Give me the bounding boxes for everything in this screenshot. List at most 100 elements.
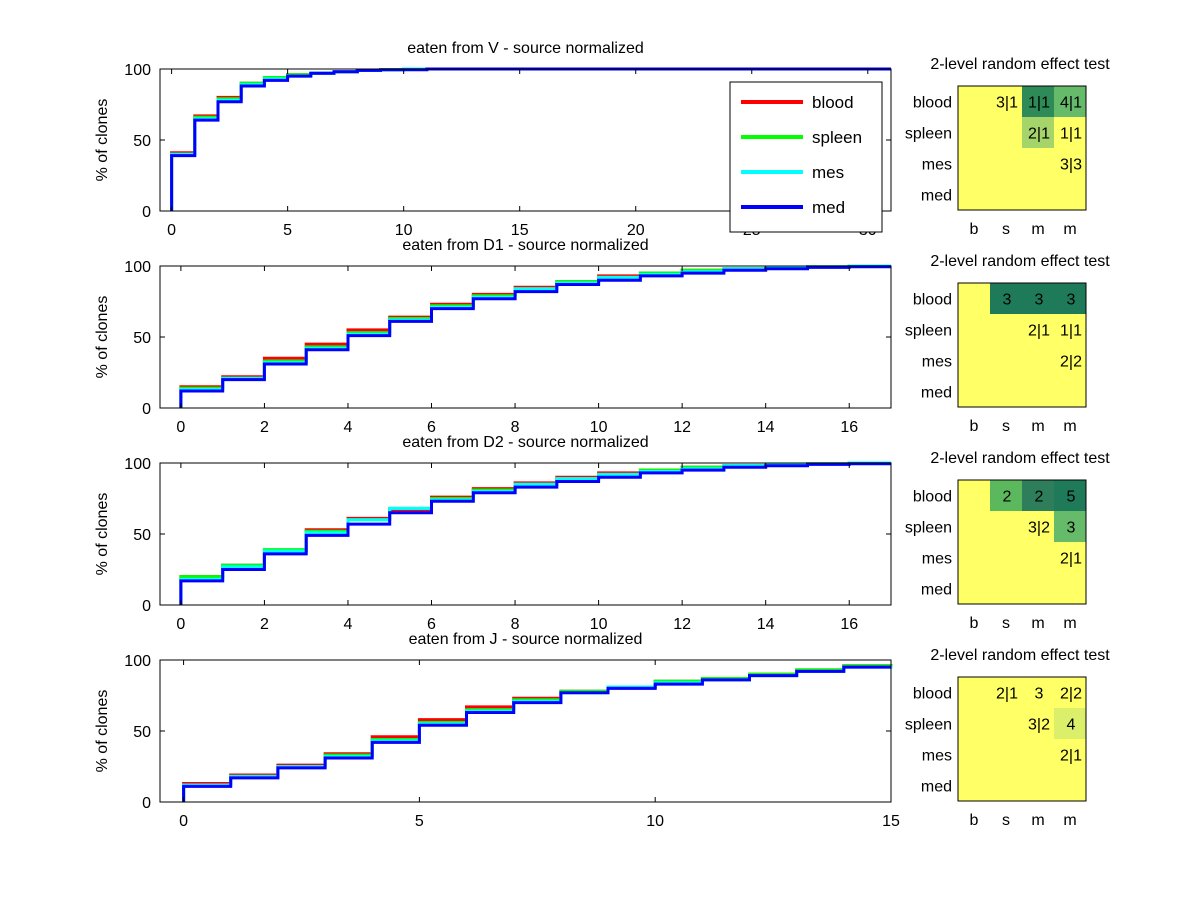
x-tick-label: 2 [260, 616, 269, 633]
matrix-cell-label: 3|2 [1028, 717, 1050, 734]
matrix-col-label: m [1063, 812, 1076, 829]
x-tick-label: 5 [283, 222, 292, 239]
matrix-cell [990, 179, 1023, 211]
y-tick-label: 50 [133, 133, 151, 150]
matrix-title: 2-level random effect test [930, 647, 1110, 664]
matrix-title: 2-level random effect test [930, 450, 1110, 467]
matrix-cell [1022, 573, 1055, 605]
matrix-cell [958, 283, 991, 315]
matrix-title: 2-level random effect test [930, 253, 1110, 270]
chart-title: eaten from J - source normalized [409, 631, 643, 648]
matrix-cell [990, 542, 1023, 574]
x-tick-label: 15 [882, 813, 900, 830]
matrix-cell [990, 573, 1023, 605]
matrix-cell-label: 2|1 [1060, 748, 1082, 765]
matrix-cell [1054, 573, 1087, 605]
matrix-cell [1022, 542, 1055, 574]
matrix-cell [958, 148, 991, 180]
y-tick-label: 0 [142, 204, 151, 221]
matrix-cell [1022, 117, 1055, 149]
x-tick-label: 10 [646, 813, 664, 830]
y-axis-label: % of clones [94, 99, 111, 182]
y-tick-label: 50 [133, 724, 151, 741]
legend-box [729, 81, 883, 233]
matrix-cell-label: 3 [1067, 292, 1076, 309]
x-tick-label: 14 [757, 616, 775, 633]
chart-panel-3: eaten from D2 - source normalized % of cl… [94, 434, 1110, 633]
matrix-row-label: med [921, 582, 952, 599]
matrix-cell-label: 2 [1035, 489, 1044, 506]
matrix-cell [990, 480, 1023, 512]
matrix-border [957, 85, 1087, 211]
x-tick-label: 8 [511, 616, 520, 633]
matrix-col-label: m [1031, 418, 1044, 435]
x-tick-label: 5 [415, 813, 424, 830]
matrix-col-label: m [1063, 418, 1076, 435]
matrix-row-label: spleen [905, 520, 952, 537]
matrix-cell [990, 376, 1023, 408]
matrix-cell [990, 283, 1023, 315]
legend-label: mes [812, 163, 844, 182]
matrix-cell [1054, 739, 1087, 771]
matrix-cell-label: 5 [1067, 489, 1076, 506]
matrix-cell-label: 3 [1003, 292, 1012, 309]
matrix-border [957, 676, 1087, 802]
series-line-med [170, 67, 891, 211]
chart-title: eaten from D1 - source normalized [402, 237, 648, 254]
matrix-cell [1054, 345, 1087, 377]
matrix-cell [990, 511, 1023, 543]
y-axis-label: % of clones [94, 493, 111, 576]
matrix-cell [1054, 314, 1087, 346]
x-tick-label: 14 [757, 419, 775, 436]
matrix-row-label: mes [922, 748, 952, 765]
chart-panels: eaten from V - source normalized % of clo… [94, 40, 1110, 830]
matrix-cell [1054, 677, 1087, 709]
matrix-row-label: spleen [905, 717, 952, 734]
x-tick-label: 0 [167, 222, 176, 239]
matrix-cell-label: 2|1 [1028, 323, 1050, 340]
matrix-col-label: s [1002, 221, 1010, 238]
chart-panel-1: eaten from V - source normalized % of clo… [94, 40, 1110, 239]
matrix-cell [958, 480, 991, 512]
matrix-row-label: mes [922, 354, 952, 371]
chart-panel-2: eaten from D1 - source normalized % of cl… [94, 237, 1110, 436]
matrix-col-label: m [1063, 615, 1076, 632]
chart-panel-4: eaten from J - source normalized % of clo… [94, 631, 1110, 830]
matrix-cell [1054, 542, 1087, 574]
y-tick-label: 100 [124, 456, 151, 473]
matrix-row-label: med [921, 385, 952, 402]
y-tick-label: 0 [142, 401, 151, 418]
matrix-cell-label: 1|1 [1060, 126, 1082, 143]
matrix-cell [958, 677, 991, 709]
matrix-row-label: blood [913, 95, 952, 112]
matrix-row-label: med [921, 779, 952, 796]
chart-title: eaten from V - source normalized [407, 40, 644, 57]
matrix-row-label: spleen [905, 126, 952, 143]
matrix-row-label: mes [922, 551, 952, 568]
matrix-col-label: b [970, 221, 979, 238]
matrix-cell-label: 3|3 [1060, 157, 1082, 174]
matrix-col-label: b [970, 615, 979, 632]
matrix-row-label: mes [922, 157, 952, 174]
y-tick-label: 50 [133, 527, 151, 544]
matrix-border [957, 479, 1087, 605]
matrix-col-label: m [1031, 812, 1044, 829]
matrix-cell [1022, 86, 1055, 118]
matrix-row-label: blood [913, 686, 952, 703]
matrix-cell-label: 3 [1035, 686, 1044, 703]
matrix-col-label: s [1002, 418, 1010, 435]
matrix-cell [1054, 283, 1087, 315]
matrix-cell [1022, 677, 1055, 709]
matrix-cell-label: 2|1 [1028, 126, 1050, 143]
x-tick-label: 12 [673, 616, 691, 633]
y-tick-label: 100 [124, 259, 151, 276]
x-tick-label: 0 [176, 419, 185, 436]
y-axis-label: % of clones [94, 690, 111, 773]
matrix-cell-label: 2|1 [996, 686, 1018, 703]
x-tick-label: 10 [395, 222, 413, 239]
legend-label: blood [812, 93, 854, 112]
matrix-cell [958, 770, 991, 802]
series-line-med [182, 665, 891, 802]
matrix-col-label: m [1031, 221, 1044, 238]
